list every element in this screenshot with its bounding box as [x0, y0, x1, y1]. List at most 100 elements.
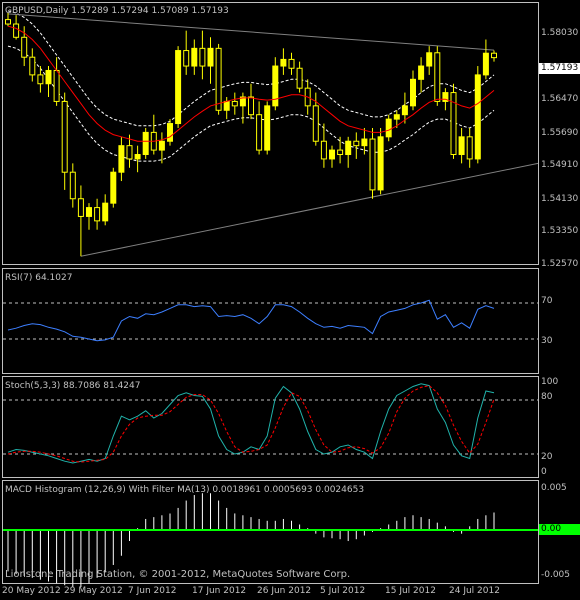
main-pane-border — [2, 2, 539, 265]
macd-pane-border — [2, 480, 539, 584]
candle-body — [466, 136, 473, 160]
macd-axis-top: 0.005 — [541, 483, 567, 493]
rsi-level-30: 30 — [541, 336, 553, 346]
date-label: 17 Jun 2012 — [192, 586, 247, 596]
candle-body — [207, 47, 214, 67]
stoch-pane-border — [2, 376, 539, 478]
candle-body — [272, 65, 279, 107]
candle-body — [118, 145, 125, 173]
candle-body — [256, 114, 263, 151]
date-label: 20 May 2012 — [2, 586, 61, 596]
date-label: 15 Jul 2012 — [385, 586, 436, 596]
candle-body — [102, 202, 109, 222]
candle-body — [450, 92, 457, 156]
candle-body — [410, 78, 416, 107]
price-axis-label: 1.55690 — [541, 128, 579, 138]
candle-body — [442, 92, 449, 102]
candle-body — [231, 100, 238, 107]
candle-body — [134, 154, 141, 160]
main-title: GBPUSD,Daily 1.57289 1.57294 1.57089 1.5… — [5, 6, 229, 16]
date-label: 24 Jul 2012 — [449, 586, 500, 596]
macd-zero-tag: 0.00 — [539, 524, 580, 535]
rsi-line — [7, 299, 495, 342]
trendline-lower — [80, 162, 539, 257]
candle-body — [61, 100, 68, 173]
stoch-signal-line — [7, 385, 495, 463]
rsi-level-70: 70 — [541, 296, 553, 306]
candle-body — [329, 149, 335, 160]
stoch-level-20: 20 — [541, 452, 553, 462]
stoch-plot — [3, 383, 538, 464]
candle-body — [94, 207, 101, 222]
envelope-lower-line — [7, 45, 495, 162]
candle-body — [86, 207, 92, 217]
candle-body — [353, 140, 360, 147]
date-label: 29 May 2012 — [64, 586, 123, 596]
candle-body — [393, 114, 400, 120]
candle-body — [426, 52, 433, 67]
candle-body — [191, 47, 198, 67]
candle-body — [158, 140, 165, 151]
price-axis-label: 1.54910 — [541, 160, 579, 170]
candle-body — [126, 145, 133, 160]
candle-body — [239, 96, 246, 107]
price-axis-label: 1.58030 — [541, 28, 579, 38]
rsi-pane-border — [2, 268, 539, 374]
candle-body — [369, 138, 376, 191]
candle-body — [21, 36, 28, 58]
candle-body — [482, 52, 489, 76]
candle-body — [312, 105, 319, 142]
macd-title: MACD Histogram (12,26,9) With Filter MA(… — [5, 485, 365, 495]
candle-body — [434, 52, 441, 102]
candle-body — [361, 138, 368, 147]
macd-axis-bottom: -0.005 — [541, 570, 571, 580]
rsi-title: RSI(7) 64.1027 — [5, 273, 73, 283]
price-axis-label: 1.53350 — [541, 226, 579, 236]
candle-body — [320, 140, 327, 160]
candle-body — [215, 47, 222, 111]
price-axis-label: 1.56470 — [541, 94, 579, 104]
rsi-plot — [3, 299, 538, 342]
candle-body — [69, 171, 76, 200]
stoch-level-0: 0 — [541, 467, 547, 477]
moving-average-line — [7, 25, 495, 142]
candle-body — [199, 47, 206, 67]
candle-body — [45, 69, 52, 85]
macd-plot — [3, 493, 538, 588]
envelope-upper-line — [7, 10, 495, 127]
price-axis-label: 1.54130 — [541, 194, 579, 204]
candle-body — [175, 50, 182, 125]
candle-body — [77, 198, 84, 217]
candle-body — [29, 56, 36, 76]
candle-body — [167, 123, 173, 142]
candle-body — [248, 96, 254, 116]
candle-body — [288, 58, 295, 69]
candle-body — [418, 65, 425, 80]
candle-body — [53, 69, 60, 102]
candle-body — [377, 136, 384, 191]
candle-body — [385, 118, 392, 138]
date-label: 26 Jun 2012 — [257, 586, 312, 596]
current-price-tag: 1.57193 — [539, 63, 580, 74]
candle-body — [337, 149, 344, 156]
candle-body — [474, 74, 481, 160]
candle-body — [110, 171, 117, 204]
candle-body — [296, 67, 303, 89]
copyright-footer: Lionstone Trading Station, © 2001-2012, … — [5, 569, 351, 580]
candle-body — [491, 52, 497, 59]
stoch-title: Stoch(5,3,3) 88.7086 81.4247 — [5, 381, 141, 391]
date-label: 7 Jun 2012 — [128, 586, 177, 596]
candle-body — [183, 50, 190, 67]
candle-body — [280, 58, 287, 67]
date-label: 5 Jul 2012 — [320, 586, 366, 596]
candle-body — [401, 105, 408, 116]
candle-body — [142, 131, 149, 156]
candle-body — [37, 74, 44, 85]
pane-borders — [2, 2, 539, 584]
candle-body — [345, 140, 352, 156]
candle-body — [264, 105, 271, 151]
candle-body — [13, 23, 20, 38]
stoch-main-line — [7, 383, 495, 464]
candle-body — [5, 19, 11, 25]
